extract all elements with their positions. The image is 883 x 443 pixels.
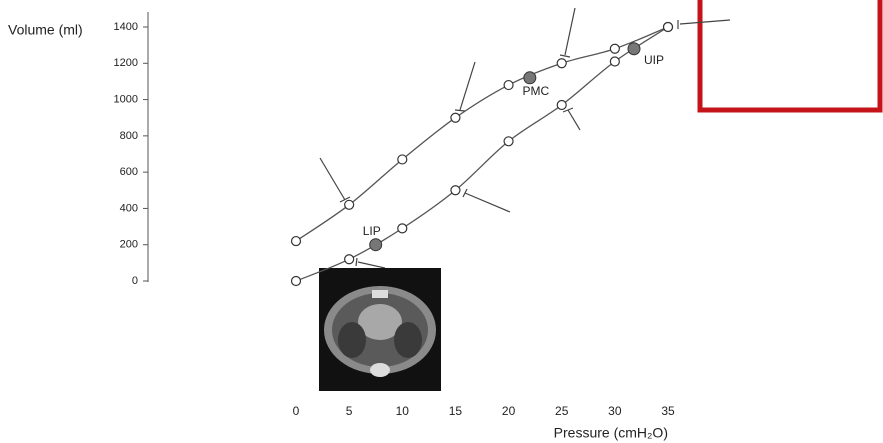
data-point: [397, 154, 408, 165]
y-tick-label: 600: [120, 166, 138, 178]
x-tick-label: 0: [293, 404, 300, 418]
data-point: [556, 99, 567, 111]
y-tick-label: 200: [120, 239, 138, 251]
point-label: PMC: [522, 84, 549, 98]
y-tick-label: 1200: [114, 57, 138, 69]
data-point: [450, 185, 461, 196]
data-point: [344, 254, 355, 265]
x-tick-label: 20: [502, 404, 516, 418]
data-point: [556, 58, 567, 69]
inflection-point: [523, 71, 537, 85]
y-tick-label: 1400: [114, 21, 138, 33]
x-tick-label: 30: [608, 404, 622, 418]
y-axis-label: Volume (ml): [8, 22, 83, 38]
data-point: [503, 79, 514, 91]
y-tick-label: 0: [132, 275, 138, 287]
x-tick-label: 25: [555, 404, 569, 418]
ct-image: [319, 268, 441, 391]
x-tick-label: 10: [396, 404, 410, 418]
x-tick-label: 35: [661, 404, 675, 418]
y-tick-label: 400: [120, 202, 138, 214]
data-point: [609, 43, 620, 54]
curve: [295, 26, 669, 282]
arrows: [319, 7, 731, 269]
data-point: [662, 21, 674, 33]
x-tick-label: 5: [346, 404, 353, 418]
inflection-point: [369, 238, 383, 252]
y-tick-label: 800: [120, 130, 138, 142]
data-point: [397, 223, 408, 234]
highlight-box: [697, 0, 883, 113]
point-label: UIP: [644, 53, 664, 67]
data-point: [609, 56, 620, 67]
point-label: LIP: [363, 224, 381, 238]
x-axis-label: Pressure (cmH₂O): [554, 425, 668, 441]
data-point: [290, 275, 302, 287]
x-tick-label: 15: [449, 404, 463, 418]
data-point: [503, 136, 514, 147]
data-point: [450, 112, 461, 123]
data-point: [344, 199, 355, 210]
inflection-point: [627, 42, 641, 56]
data-point: [290, 235, 302, 247]
y-tick-label: 1000: [114, 93, 138, 105]
